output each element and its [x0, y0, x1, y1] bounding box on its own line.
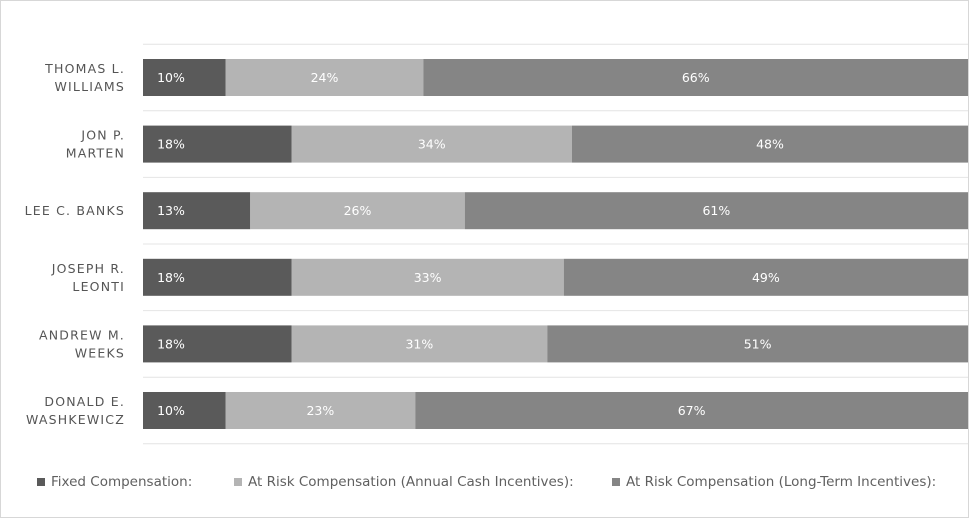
legend-item: Fixed Compensation:: [37, 474, 192, 490]
stacked-bar-chart: 10% 24% 66% THOMAS L. WILLIAMS 18% 34% 48% JON P…: [25, 43, 968, 445]
category-label: MARTEN: [66, 146, 125, 161]
bar-segment: [572, 125, 968, 163]
data-label: 67%: [678, 403, 706, 418]
legend-item: At Risk Compensation (Annual Cash Incent…: [234, 474, 574, 490]
bar-segment: [143, 125, 292, 163]
bar-segment: [547, 325, 968, 363]
data-label: 13%: [157, 203, 185, 218]
bar-segment: [143, 325, 292, 363]
bar-segment: [225, 392, 416, 429]
category-label: ANDREW M.: [39, 327, 125, 342]
category-label: LEONTI: [72, 279, 125, 294]
data-label: 66%: [682, 70, 710, 85]
bar-segment: [415, 392, 968, 429]
bar-segment: [563, 258, 968, 296]
data-label: 18%: [157, 336, 185, 351]
data-label: 26%: [344, 203, 372, 218]
data-label: 18%: [157, 270, 185, 285]
bar-segment: [464, 192, 968, 230]
data-label: 10%: [157, 70, 185, 85]
legend-swatch: [37, 478, 45, 486]
legend-swatch: [612, 478, 620, 486]
category-label: WASHKEWICZ: [26, 412, 125, 427]
category-label: JON P.: [80, 128, 125, 143]
bar-segment: [143, 392, 226, 429]
data-label: 23%: [306, 403, 334, 418]
category-label: DONALD E.: [44, 394, 125, 409]
data-label: 51%: [744, 336, 772, 351]
bar-segment: [143, 192, 251, 230]
data-label: 31%: [405, 336, 433, 351]
legend-item: At Risk Compensation (Long-Term Incentiv…: [612, 474, 936, 490]
category-label: LEE C. BANKS: [25, 203, 125, 218]
data-label: 18%: [157, 137, 185, 152]
category-label: THOMAS L.: [44, 61, 125, 76]
legend-label: At Risk Compensation (Annual Cash Incent…: [248, 474, 574, 490]
bar-segment: [143, 59, 226, 96]
category-label: WILLIAMS: [54, 79, 125, 94]
legend-label: At Risk Compensation (Long-Term Incentiv…: [626, 474, 937, 490]
data-label: 48%: [756, 137, 784, 152]
data-label: 24%: [311, 70, 339, 85]
bar-segment: [423, 59, 968, 96]
bar-segment: [143, 258, 292, 296]
data-label: 61%: [702, 203, 730, 218]
bar-segment: [291, 258, 564, 296]
data-label: 49%: [752, 270, 780, 285]
data-label: 33%: [414, 270, 442, 285]
data-label: 34%: [418, 137, 446, 152]
bar-segment: [291, 325, 548, 363]
data-label: 10%: [157, 403, 185, 418]
bar-segment: [250, 192, 465, 230]
legend-swatch: [234, 478, 242, 486]
category-label: JOSEPH R.: [51, 261, 125, 276]
legend-label: Fixed Compensation:: [51, 474, 193, 490]
bar-segment: [291, 125, 572, 163]
bar-segment: [225, 59, 424, 96]
category-label: WEEKS: [75, 345, 125, 360]
